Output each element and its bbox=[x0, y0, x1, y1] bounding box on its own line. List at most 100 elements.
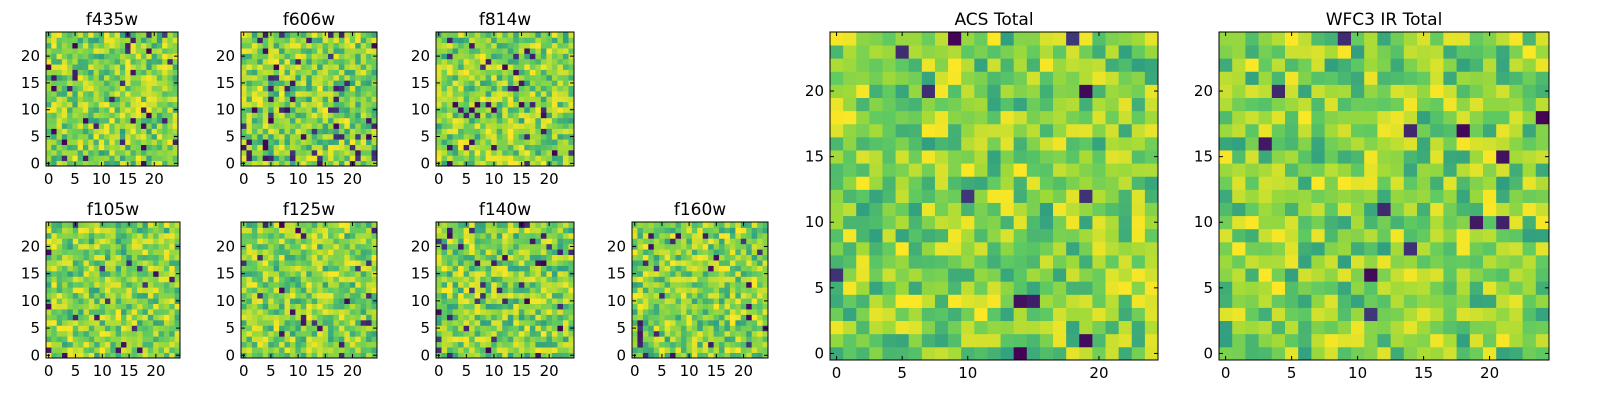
heatmap-cell bbox=[895, 176, 910, 190]
heatmap-cell bbox=[535, 319, 542, 326]
heatmap-cell bbox=[557, 90, 564, 97]
heatmap-cell bbox=[524, 149, 531, 156]
heatmap-cell bbox=[355, 32, 362, 38]
heatmap-cell bbox=[632, 260, 638, 266]
heatmap-cell bbox=[174, 330, 181, 337]
heatmap-cell bbox=[474, 144, 481, 151]
heatmap-cell bbox=[1000, 228, 1015, 243]
heatmap-cell bbox=[551, 101, 558, 108]
heatmap-cell bbox=[535, 298, 542, 304]
heatmap-cell bbox=[843, 241, 857, 256]
heatmap-cell bbox=[317, 319, 323, 326]
heatmap-cell bbox=[251, 80, 258, 86]
heatmap-cell bbox=[257, 330, 264, 337]
heatmap-cell bbox=[344, 287, 351, 294]
heatmap-cell bbox=[480, 112, 487, 119]
heatmap-cell bbox=[328, 42, 334, 49]
heatmap-cell bbox=[156, 144, 163, 151]
heatmap-cell bbox=[524, 74, 531, 81]
heatmap-cell bbox=[371, 32, 378, 38]
heatmap-cell bbox=[78, 232, 84, 239]
heatmap-cell bbox=[251, 42, 258, 49]
heatmap-cell bbox=[719, 270, 725, 277]
heatmap-cell bbox=[268, 232, 275, 239]
heatmap-cell bbox=[251, 238, 258, 245]
heatmap-cell bbox=[300, 232, 307, 239]
heatmap-cell bbox=[961, 241, 975, 256]
heatmap-cell bbox=[56, 133, 63, 140]
heatmap-cell bbox=[757, 227, 763, 234]
heatmap-cell bbox=[535, 85, 542, 92]
heatmap-cell bbox=[284, 53, 291, 60]
heatmap-cell bbox=[480, 42, 487, 49]
heatmap-cell bbox=[333, 336, 340, 343]
heatmap-cell bbox=[284, 298, 291, 304]
heatmap-cell bbox=[67, 319, 74, 326]
heatmap-cell bbox=[257, 42, 264, 49]
heatmap-cell bbox=[546, 309, 553, 315]
heatmap-cell bbox=[67, 238, 74, 245]
heatmap-cell bbox=[366, 48, 372, 54]
heatmap-cell bbox=[51, 254, 58, 261]
heatmap-cell bbox=[119, 48, 126, 54]
heatmap-cell bbox=[83, 303, 90, 310]
heatmap-cell bbox=[469, 123, 476, 129]
heatmap-cell bbox=[72, 69, 79, 76]
heatmap-cell bbox=[110, 222, 117, 228]
heatmap-cell bbox=[88, 254, 95, 261]
heatmap-cell bbox=[121, 330, 127, 337]
heatmap-cell bbox=[246, 42, 253, 49]
heatmap-cell bbox=[151, 64, 158, 70]
heatmap-cell bbox=[551, 53, 558, 60]
heatmap-cell bbox=[436, 144, 442, 151]
heatmap-cell bbox=[94, 292, 100, 299]
heatmap-cell bbox=[740, 254, 747, 261]
heatmap-cell bbox=[366, 330, 372, 337]
heatmap-cell bbox=[546, 155, 553, 162]
heatmap-cell bbox=[843, 228, 857, 243]
heatmap-cell bbox=[719, 276, 725, 283]
heatmap-cell bbox=[311, 314, 318, 321]
heatmap-cell bbox=[496, 48, 503, 54]
heatmap-cell bbox=[338, 48, 345, 54]
heatmap-cell bbox=[99, 254, 106, 261]
heatmap-cell bbox=[333, 238, 340, 245]
heatmap-cell bbox=[317, 96, 323, 103]
heatmap-cell bbox=[1079, 163, 1093, 177]
heatmap-cell bbox=[110, 227, 117, 234]
heatmap-cell bbox=[246, 96, 253, 103]
heatmap-cell bbox=[142, 238, 149, 245]
heatmap-cell bbox=[115, 325, 122, 332]
heatmap-cell bbox=[469, 227, 476, 234]
heatmap-cell bbox=[72, 303, 79, 310]
heatmap-cell bbox=[1026, 215, 1041, 230]
heatmap-cell bbox=[279, 276, 285, 283]
heatmap-cell bbox=[642, 281, 649, 288]
heatmap-cell bbox=[169, 249, 176, 256]
heatmap-cell bbox=[130, 90, 137, 97]
heatmap-cell bbox=[317, 238, 323, 245]
heatmap-cell bbox=[317, 155, 323, 162]
heatmap-cell bbox=[284, 325, 291, 332]
heatmap-cell bbox=[546, 149, 553, 156]
heatmap-cell bbox=[273, 42, 280, 49]
heatmap-cell bbox=[56, 298, 63, 304]
heatmap-cell bbox=[273, 336, 280, 343]
heatmap-cell bbox=[436, 254, 442, 261]
heatmap-cell bbox=[295, 260, 302, 266]
heatmap-cell bbox=[485, 139, 492, 145]
heatmap-cell bbox=[447, 48, 453, 54]
heatmap-cell bbox=[691, 319, 698, 326]
heatmap-cell bbox=[474, 222, 481, 228]
heatmap-cell bbox=[328, 128, 334, 135]
heatmap-cell bbox=[452, 53, 459, 60]
heatmap-cell bbox=[474, 254, 481, 261]
heatmap-cell bbox=[61, 149, 68, 156]
heatmap-cell bbox=[948, 202, 962, 217]
heatmap-cell bbox=[642, 227, 649, 234]
heatmap-cell bbox=[524, 260, 531, 266]
heatmap-cell bbox=[82, 69, 89, 76]
heatmap-cell bbox=[151, 80, 158, 86]
heatmap-cell bbox=[436, 347, 442, 353]
heatmap-cell bbox=[653, 281, 660, 288]
